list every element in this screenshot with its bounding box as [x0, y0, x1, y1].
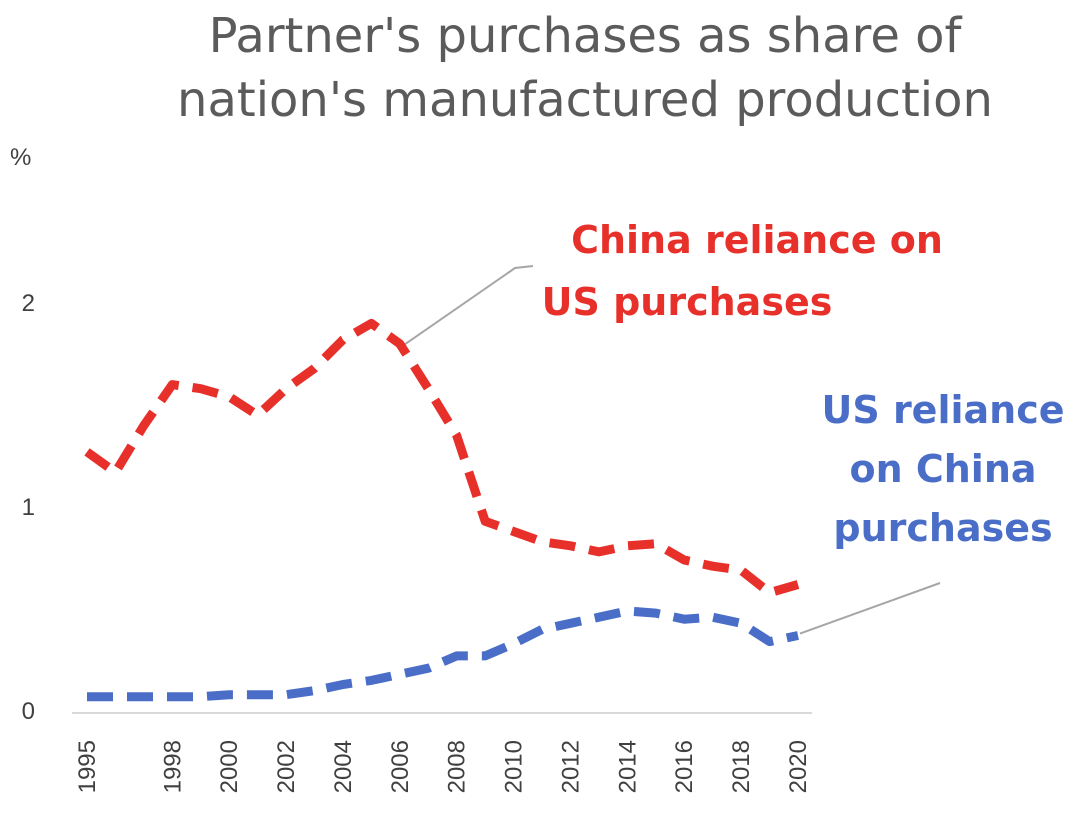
us-series-label-line: US reliance: [821, 388, 1064, 432]
x-tick-label: 2016: [671, 740, 698, 793]
x-tick-label: 2012: [557, 740, 584, 793]
china-annotation-leader: [399, 265, 534, 349]
series-lines: [84, 318, 800, 702]
x-tick-label: 1998: [159, 740, 186, 793]
y-tick-label: 0: [22, 698, 35, 725]
us-annotation-leader: [799, 582, 941, 635]
x-tick-label: 2000: [216, 740, 243, 793]
series-line-us-reliance: [87, 606, 799, 702]
x-tick-label: 2014: [614, 740, 641, 793]
us-series-label-line: purchases: [833, 506, 1052, 550]
x-tick-label: 2006: [387, 740, 414, 793]
x-tick-label: 2002: [273, 740, 300, 793]
series-line-china-reliance: [84, 318, 800, 598]
x-tick-label: 2010: [501, 740, 528, 793]
china-series-label-line: China reliance on: [571, 218, 943, 262]
x-tick-label: 1995: [74, 740, 101, 793]
us-series-label-line: on China: [849, 447, 1036, 491]
annotation-leader-lines: [399, 265, 941, 635]
chart-title-line-1: Partner's purchases as share of: [208, 8, 962, 64]
x-tick-label: 2008: [444, 740, 471, 793]
x-axis-ticks: 1995 1998 2000 2002 2004 2006 2008 2010 2012 2014…: [74, 740, 812, 793]
y-tick-label: 2: [22, 290, 35, 317]
x-tick-label: 2004: [330, 740, 357, 793]
y-axis-unit-label: %: [10, 144, 31, 171]
x-tick-label: 2020: [785, 740, 812, 793]
china-series-label-line: US purchases: [542, 280, 833, 324]
chart-title-line-2: nation's manufactured production: [177, 72, 993, 128]
y-tick-label: 1: [22, 494, 35, 521]
x-tick-label: 2018: [728, 740, 755, 793]
y-axis-ticks: 0 1 2: [22, 290, 35, 725]
series-annotations: China reliance on US purchases US reliance…: [542, 218, 1065, 550]
chart-title: Partner's purchases as share of nation's…: [0, 4, 1080, 132]
